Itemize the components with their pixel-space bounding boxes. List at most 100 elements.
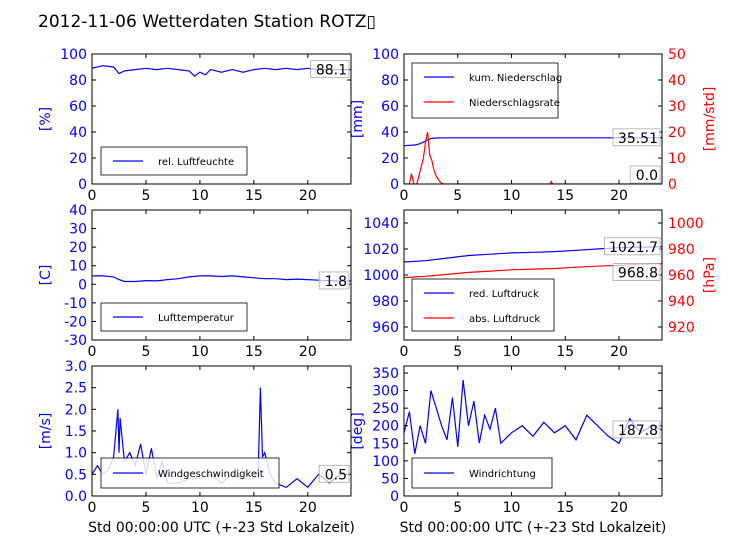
chart-windspeed: 0 5 10 15 20 0.0 0.5 1.0 1.5 2.0 2.5 3.0 [m/s] Std 00… xyxy=(38,359,355,536)
value-box: 35.51 xyxy=(618,131,658,147)
y-tick-label: 20 xyxy=(69,240,87,256)
x-tick-label: 15 xyxy=(556,500,574,516)
y-tick-label: 60 xyxy=(69,99,87,115)
y-tick-label: 0.5 xyxy=(65,467,87,483)
chart-temperature: 0 5 10 15 20 -30 -20 -10 0 10 20 30 40 [C] 1.8 Lufttemp… xyxy=(38,203,352,360)
chart-pressure: 0 5 10 15 20 960 980 1000 1020 1040 920 940 960 980 10… xyxy=(363,209,718,360)
y-axis-label: [%] xyxy=(38,107,54,131)
chart-precip: 0 5 10 15 20 0 20 40 60 80 100 0 10 20 30 40 50 [mm] [mm/s… xyxy=(350,47,718,204)
y-axis-label: [m/s] xyxy=(38,413,54,450)
plot-frame xyxy=(403,365,663,497)
x-tick-label: 20 xyxy=(610,344,628,360)
y2-axis-label: [mm/std] xyxy=(702,87,718,152)
y-tick-label: 0 xyxy=(390,489,399,505)
legend-label: Windrichtung xyxy=(469,469,536,480)
value-box: 0.5 xyxy=(325,467,347,483)
legend-label: Windgeschwindigkeit xyxy=(158,469,264,480)
y-tick-label: 0 xyxy=(390,177,399,193)
value-box-frame xyxy=(612,128,661,147)
y2-tick-label: 0 xyxy=(668,177,677,193)
y-tick-label: 0 xyxy=(78,177,87,193)
y-tick-label: 100 xyxy=(372,454,399,470)
series-line-precip-0 xyxy=(404,137,662,147)
x-tick-label: 5 xyxy=(141,500,150,516)
plot-frame xyxy=(91,209,352,341)
y-tick-label: 1.0 xyxy=(65,446,87,462)
figure-title: 2012-11-06 Wetterdaten Station ROTZ▯ xyxy=(38,12,376,32)
y-tick-label: 80 xyxy=(69,73,87,89)
x-tick-label: 0 xyxy=(88,344,97,360)
legend-label: Lufttemperatur xyxy=(158,313,235,324)
y-tick-label: 40 xyxy=(381,125,399,141)
x-tick-label: 0 xyxy=(88,500,97,516)
y-tick-label: 1040 xyxy=(363,216,399,232)
plot-area xyxy=(92,65,351,77)
x-tick-label: 20 xyxy=(299,188,317,204)
value-box: 1.8 xyxy=(325,274,347,290)
y2-tick-label: 10 xyxy=(668,151,686,167)
y-tick-label: 40 xyxy=(69,125,87,141)
y-tick-label: 20 xyxy=(69,151,87,167)
x-tick-label: 10 xyxy=(191,500,209,516)
value-box-frame xyxy=(604,237,661,256)
y-tick-label: -30 xyxy=(64,333,87,349)
value-box: 88.1 xyxy=(316,63,347,79)
y2-tick-label: 1000 xyxy=(668,216,704,232)
x-tick-label: 15 xyxy=(556,344,574,360)
y2-axis-label: [hPa] xyxy=(702,257,718,293)
y2-tick-label: 50 xyxy=(668,47,686,63)
value-box-right-frame xyxy=(629,165,661,184)
y-tick-label: 150 xyxy=(372,436,399,452)
y-tick-label: 50 xyxy=(381,471,399,487)
legend-label: red. Luftdruck xyxy=(469,289,539,300)
x-tick-label: 15 xyxy=(245,344,263,360)
y-tick-label: 2.0 xyxy=(65,402,87,418)
x-tick-label: 5 xyxy=(141,188,150,204)
legend-label: Niederschlagsrate xyxy=(469,98,560,109)
plot-area xyxy=(404,131,662,184)
x-tick-label: 0 xyxy=(400,500,409,516)
y-axis-label: [C] xyxy=(38,265,54,286)
y-tick-label: 250 xyxy=(372,401,399,417)
x-tick-label: 20 xyxy=(610,188,628,204)
y-tick-label: 980 xyxy=(372,294,399,310)
x-tick-label: 0 xyxy=(400,188,409,204)
legend-frame xyxy=(411,278,555,332)
x-tick-label: 10 xyxy=(503,188,521,204)
legend-frame xyxy=(411,62,559,119)
y-tick-label: 100 xyxy=(372,47,399,63)
y-tick-label: -20 xyxy=(64,314,87,330)
y-tick-label: 300 xyxy=(372,384,399,400)
y2-tick-label: 960 xyxy=(668,268,695,284)
value-box-frame xyxy=(318,271,350,290)
x-tick-label: 10 xyxy=(191,188,209,204)
legend-label: abs. Luftdruck xyxy=(469,314,540,325)
y2-tick-label: 30 xyxy=(668,99,686,115)
x-tick-label: 10 xyxy=(191,344,209,360)
y2-tick-label: 40 xyxy=(668,73,686,89)
x-tick-label: 5 xyxy=(453,344,462,360)
y-tick-label: 60 xyxy=(381,99,399,115)
series-line-winddir-0 xyxy=(404,380,662,454)
y-tick-label: 20 xyxy=(381,151,399,167)
x-tick-label: 5 xyxy=(141,344,150,360)
y-tick-label: 1000 xyxy=(363,268,399,284)
y2-tick-label: 940 xyxy=(668,294,695,310)
legend-frame xyxy=(100,146,248,176)
y-tick-label: 350 xyxy=(372,366,399,382)
value-box-right-frame xyxy=(612,263,661,281)
x-axis-label: Std 00:00:00 UTC (+-23 Std Lokalzeit) xyxy=(400,520,667,536)
value-box-frame xyxy=(310,60,350,78)
y-tick-label: -10 xyxy=(64,296,87,312)
value-box-frame xyxy=(318,464,350,483)
y-tick-label: 100 xyxy=(60,47,87,63)
y-tick-label: 2.5 xyxy=(65,381,87,397)
y-tick-label: 10 xyxy=(69,259,87,275)
value-box-right: 968.8 xyxy=(618,266,658,282)
value-box: 187.8 xyxy=(618,423,658,439)
legend-label: rel. Luftfeuchte xyxy=(158,157,234,168)
x-axis-label: Std 00:00:00 UTC (+-23 Std Lokalzeit) xyxy=(88,520,355,536)
